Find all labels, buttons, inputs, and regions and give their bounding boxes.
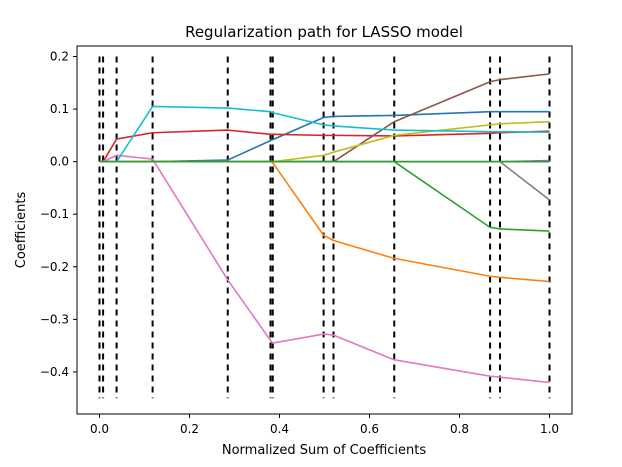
y-axis: 0.2 0.1 0.0 −0.1 −0.2 −0.3 −0.4: [40, 50, 77, 379]
chart-title: Regularization path for LASSO model: [185, 23, 463, 41]
y-axis-label: Coefficients: [14, 192, 29, 269]
plot-frame: [76, 45, 573, 415]
x-tick-label: 0.0: [90, 422, 109, 436]
y-tick-label: 0.0: [50, 155, 69, 169]
x-tick-label: 0.2: [180, 422, 199, 436]
x-tick-label: 1.0: [540, 422, 559, 436]
x-axis-label: Normalized Sum of Coefficients: [222, 443, 426, 458]
x-axis: 0.0 0.2 0.4 0.6 0.8 1.0: [90, 414, 559, 436]
y-tick-label: 0.1: [50, 102, 69, 116]
y-tick-label: −0.2: [40, 260, 69, 274]
coefficient-path: [99, 154, 550, 384]
x-tick-label: 0.8: [450, 422, 469, 436]
y-tick-label: −0.1: [40, 207, 69, 221]
x-tick-label: 0.6: [360, 422, 379, 436]
y-tick-label: 0.2: [50, 50, 69, 64]
y-tick-label: −0.3: [40, 312, 69, 326]
coefficient-path: [99, 129, 550, 163]
x-tick-label: 0.4: [270, 422, 289, 436]
y-tick-label: −0.4: [40, 365, 69, 379]
series-lines: [99, 73, 550, 384]
